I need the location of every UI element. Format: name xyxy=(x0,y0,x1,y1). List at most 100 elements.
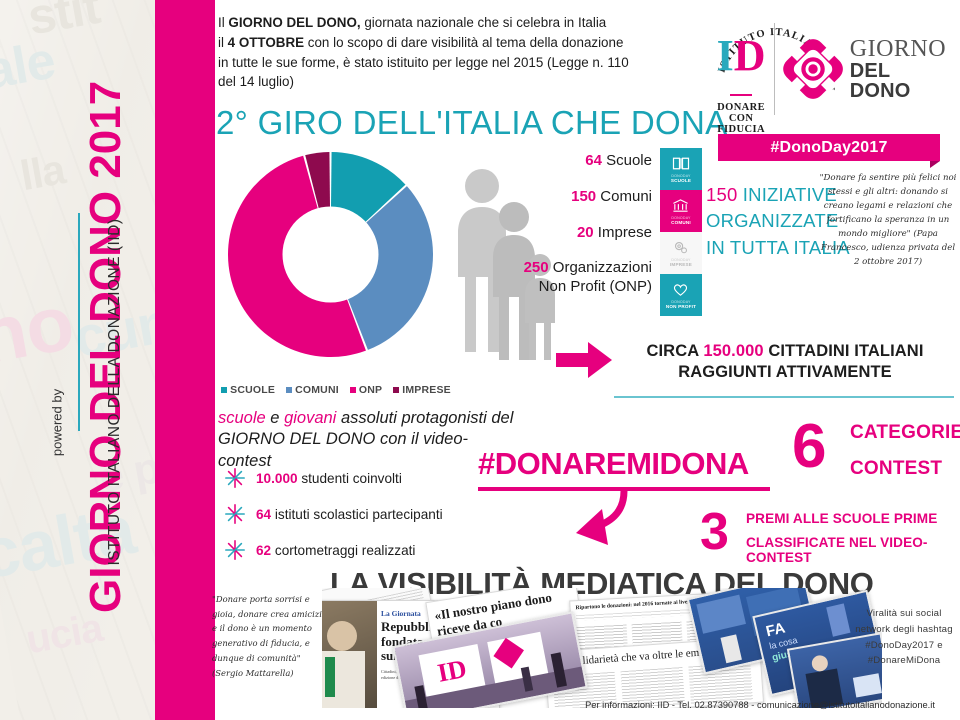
contest-categorie-label: CATEGORIE xyxy=(850,422,960,443)
badge-sub: DONODAY xyxy=(671,215,691,220)
iid-letters: ID xyxy=(716,31,766,80)
badge-label: COMUNI xyxy=(671,219,691,225)
legend-label: SCUOLE xyxy=(230,384,276,396)
scuole-mid: e xyxy=(265,409,285,427)
quote-papa-francesco: "Donare fa sentire più felici noi stessi… xyxy=(819,173,957,267)
contest-three-number: 3 xyxy=(700,503,729,561)
stat-row-1: 150 Comuni xyxy=(470,188,652,207)
bullet-text: 64 istituti scolastici partecipanti xyxy=(256,506,443,522)
scuole-lead-text: scuole e giovani assoluti protagonisti d… xyxy=(218,408,518,472)
donut-chart xyxy=(227,152,433,357)
asterisk-bullet xyxy=(224,539,246,561)
bullet-value: 10.000 xyxy=(256,470,298,486)
divider-teal-right xyxy=(614,396,954,398)
powered-by-label: powered by xyxy=(49,388,65,457)
circa-pre: CIRCA xyxy=(646,342,704,360)
bullet-list: 10.000 studenti coinvolti 64 istituti sco… xyxy=(224,460,524,568)
curved-arrow-icon xyxy=(576,489,628,545)
intro-l1c: giornata nazionale che si celebra in Ita… xyxy=(360,15,607,30)
logo-block: ISTITUTO ITALIANO DONAZIONE ID DONARE CO… xyxy=(712,8,950,166)
badge-label: IMPRESE xyxy=(669,261,693,267)
viral-social-text: Viralità sui social network degli hashta… xyxy=(855,608,953,667)
asterisk-icon xyxy=(225,504,245,524)
intro-l2a: il xyxy=(218,34,228,50)
intro-l2b: 4 OTTOBRE xyxy=(227,34,305,50)
badge-tile-scuole: DONODAY SCUOLE xyxy=(660,148,702,190)
stat-label: Organizzazioni xyxy=(548,259,652,277)
book-icon xyxy=(672,156,690,172)
bullet-text: 10.000 studenti coinvolti xyxy=(256,470,402,486)
iid-rule xyxy=(730,94,753,96)
badge-tile-imprese: DONODAY IMPRESE xyxy=(660,232,702,274)
gears-icon xyxy=(672,240,690,256)
footer-contact: Per informazioni: IID - Tel. 02.87390788… xyxy=(585,700,935,710)
iniziative-block: 150 INIZIATIVE ORGANIZZATE IN TUTTA ITAL… xyxy=(706,182,850,261)
hashtag-donaremidona: #DONAREMIDONA xyxy=(478,446,749,481)
scuole-kw1: scuole xyxy=(218,409,266,427)
iniziative-line3: IN TUTTA ITALIA xyxy=(706,236,850,258)
contest-six-number: 6 xyxy=(792,412,827,481)
intro-l3: in tutte le sue forme, è stato istituito… xyxy=(218,54,629,70)
bullet-text: 62 cortometraggi realizzati xyxy=(256,542,416,558)
giorno-del-dono-logo: GIORNO DEL DONO xyxy=(782,37,950,101)
people-silhouettes-icon xyxy=(452,160,562,363)
stat-row-3: 250 Organizzazioni Non Profit (ONP) xyxy=(470,259,652,296)
badge-tile-comuni: DONODAY COMUNI xyxy=(660,190,702,232)
badge-label: NON PROFIT xyxy=(665,303,697,309)
contest-contest-label: CONTEST xyxy=(850,458,943,479)
scuole-rest: assoluti protagonisti del xyxy=(336,409,514,427)
stat-value: 150 xyxy=(571,187,597,205)
asterisk-bullet xyxy=(224,503,246,525)
clip-kicker: La Giornata xyxy=(381,609,421,618)
iid-logo: ISTITUTO ITALIANO DONAZIONE ID DONARE CO… xyxy=(712,10,835,135)
legend-item-onp: ONP xyxy=(349,384,382,396)
legend-label: IMPRESE xyxy=(402,384,451,396)
dono-diamond-icon xyxy=(782,39,843,99)
quote-sergio-mattarella: "Donare porta sorrisi e gioia, donare cr… xyxy=(212,594,330,678)
legend-item-scuole: SCUOLE xyxy=(221,384,275,396)
intro-l4: del 14 luglio) xyxy=(218,74,294,90)
legend-swatch xyxy=(221,387,228,393)
stat-value: 64 xyxy=(585,152,602,169)
legend-label: COMUNI xyxy=(295,384,339,396)
asterisk-bullet xyxy=(224,467,246,489)
stat-value: 250 xyxy=(523,259,549,277)
intro-l1a: Il xyxy=(218,15,229,30)
intro-paragraph: Il GIORNO DEL DONO, giornata nazionale c… xyxy=(218,13,698,92)
circa-line2: RAGGIUNTI ATTIVAMENTE xyxy=(678,363,892,382)
contest-premi-label: PREMI ALLE SCUOLE PRIME xyxy=(746,511,938,526)
contest-classificate-label: CLASSIFICATE NEL VIDEO-CONTEST xyxy=(746,535,928,565)
legend-swatch xyxy=(349,387,356,393)
donut-slice-comuni xyxy=(330,186,433,350)
legend-item-comuni: COMUNI xyxy=(286,384,339,396)
legend-swatch xyxy=(286,387,293,393)
intro-l2c: con lo scopo di dare visibilità al tema … xyxy=(304,34,624,50)
bullet-value: 64 xyxy=(256,506,272,522)
stat-value: 20 xyxy=(576,223,594,241)
legend-item-imprese: IMPRESE xyxy=(393,384,451,396)
badge-sub: DONODAY xyxy=(671,257,691,262)
chart-legend: SCUOLE COMUNI ONP IMPRESE xyxy=(221,384,451,396)
scuole-line2: GIORNO DEL DONO con il video-contest xyxy=(218,430,469,470)
iniziative-number: 150 xyxy=(706,184,738,205)
stat-label: Imprese xyxy=(593,223,652,241)
circa-block: CIRCA 150.000 CITTADINI ITALIANI RAGGIUN… xyxy=(620,341,950,383)
iid-tagline: DONARE CON FIDUCIA xyxy=(717,102,766,135)
heart-icon xyxy=(672,282,690,298)
section-heading-giro: 2° GIRO DELL'ITALIA CHE DONA xyxy=(216,104,728,141)
right-arrow-icon xyxy=(556,342,612,378)
circa-post: CITTADINI ITALIANI xyxy=(763,342,924,360)
contest-six-labels: CATEGORIE CONTEST xyxy=(850,422,960,480)
donut-chart-svg xyxy=(227,152,433,357)
asterisk-icon xyxy=(225,540,245,560)
bullet-item-1: 64 istituti scolastici partecipanti xyxy=(224,496,524,532)
iniziative-word1: INIZIATIVE xyxy=(737,184,837,205)
badge-tile-non-profit: DONODAY NON PROFIT xyxy=(660,274,702,316)
contest-three-labels: PREMI ALLE SCUOLE PRIME CLASSIFICATE NEL… xyxy=(746,511,960,565)
legend-swatch xyxy=(393,387,400,393)
hashtag-ribbon: #DonoDay2017 xyxy=(718,134,940,161)
scuole-kw2: giovani xyxy=(284,409,337,427)
stats-list: 64 Scuole 150 Comuni 20 Imprese 250 Organiz… xyxy=(470,152,652,313)
sidebar: one di ziale stit ono cum calta e pia uc… xyxy=(0,0,215,720)
